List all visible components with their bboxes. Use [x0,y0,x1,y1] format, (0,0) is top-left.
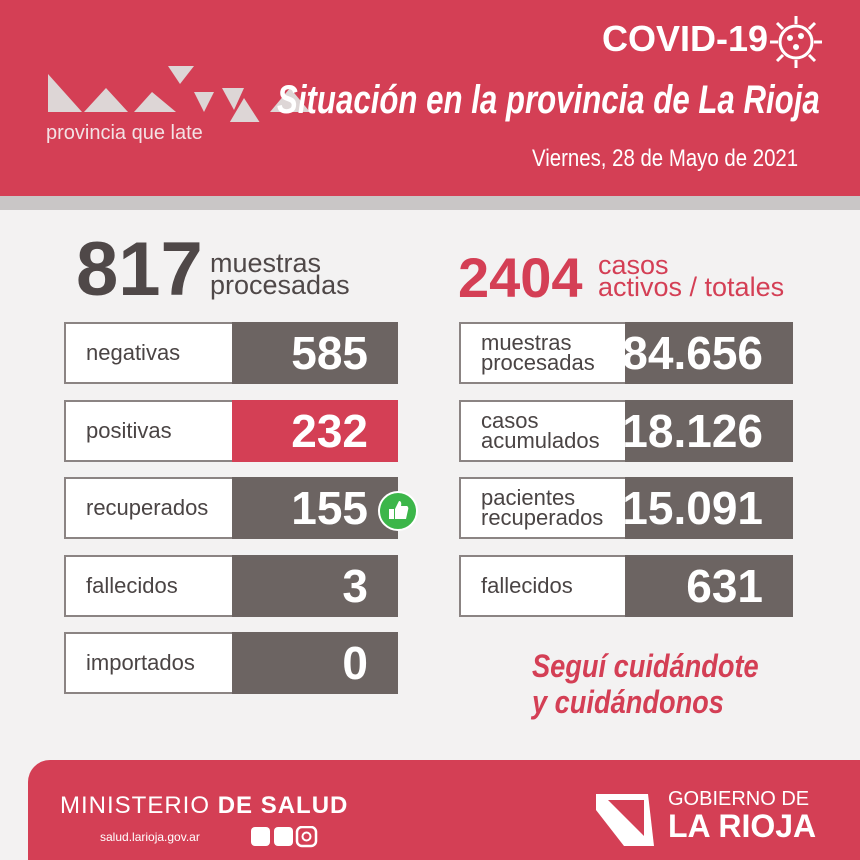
stat-value: 631 [625,555,793,617]
total-label-line: activos / totales [598,272,785,302]
stat-row: fallecidos 3 [64,555,398,617]
left-total: 817 [76,227,203,312]
right-total: 2404 [458,246,583,309]
slogan-line: y cuidándonos [532,684,724,720]
stat-value: 84.656 [622,322,793,384]
gov-top: GOBIERNO DE [668,788,810,810]
header-band [0,0,860,196]
slogan-line: Seguí cuidándote [532,648,759,684]
stat-row: muestras procesadas 84.656 [459,322,793,384]
social-icons [251,826,318,848]
right-total-label: casos activos / totales [598,250,785,302]
stat-label: fallecidos [86,557,178,615]
virus-icon [770,16,822,68]
stat-row: negativas 585 [64,322,398,384]
stat-label: positivas [86,402,172,460]
date: Viernes, 28 de Mayo de 2021 [531,145,798,172]
left-total-label: muestras procesadas [210,248,350,300]
total-label-line: muestras [210,248,322,278]
stat-value: 18.126 [622,400,793,462]
thumbs-up-glyph [389,501,409,519]
stat-label: casos acumulados [481,402,600,460]
footer-band [28,760,860,860]
ministry-bold: DE SALUD [217,792,349,819]
stat-label-line: procesadas [481,350,595,375]
website: salud.larioja.gov.ar [100,830,200,844]
logo [48,66,310,122]
stat-row: pacientes recuperados 15.091 [459,477,793,539]
stat-label: fallecidos [481,557,573,615]
stat-label-line: importados [86,650,195,675]
stat-label: pacientes recuperados [481,479,603,537]
stat-row: fallecidos 631 [459,555,793,617]
stat-label-line: muestras [481,330,572,355]
logo-tagline: provincia que late [46,122,203,144]
ministry: MINISTERIO DE SALUD [60,792,348,820]
stat-value: 155 [232,477,398,539]
stat-label-line: pacientes [481,485,576,510]
stat-row: recuperados 155 [64,477,398,539]
stat-label: recuperados [86,479,208,537]
stat-label-line: recuperados [481,505,604,530]
stat-row: positivas 232 [64,400,398,462]
total-label-line: procesadas [210,270,350,300]
stat-label-line: fallecidos [481,573,573,598]
stat-label-line: acumulados [481,428,600,453]
stat-label: negativas [86,324,180,382]
total-label-line: casos [598,250,669,280]
header-stripe [0,196,860,210]
stat-row: casos acumulados 18.126 [459,400,793,462]
stat-value: 585 [232,322,398,384]
stat-label-line: positivas [86,418,172,443]
ministry-text: MINISTERIO [60,792,211,819]
subtitle: Situación en la provincia de La Rioja [277,78,820,122]
thumbs-up-icon [378,491,418,531]
stat-label-line: negativas [86,340,181,365]
stat-label-line: casos [481,408,539,433]
stat-label: muestras procesadas [481,324,595,382]
gov-logo [596,794,654,846]
stat-value: 232 [232,400,398,462]
stat-value: 0 [232,632,398,694]
stat-label: importados [86,634,195,692]
stat-row: importados 0 [64,632,398,694]
stat-value: 15.091 [622,477,793,539]
gov-bottom: LA RIOJA [668,808,817,844]
stat-value: 3 [232,555,398,617]
stat-label-line: fallecidos [86,573,178,598]
title: COVID-19 [601,18,768,59]
stat-label-line: recuperados [86,495,209,520]
